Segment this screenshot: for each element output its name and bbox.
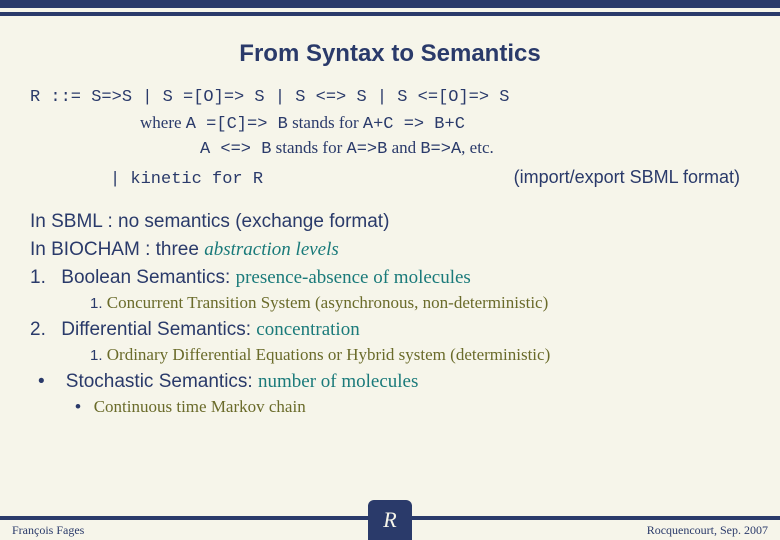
body2-emph: abstraction levels bbox=[204, 239, 339, 260]
where1-mid: stands for bbox=[292, 113, 359, 132]
slide-title: From Syntax to Semantics bbox=[30, 40, 750, 68]
where-line-1: where A =[C]=> B stands for A+C => B+C bbox=[140, 113, 750, 134]
where2-and: and bbox=[392, 138, 417, 157]
footer-author: François Fages bbox=[0, 520, 390, 540]
body2-a: In BIOCHAM : three bbox=[30, 239, 199, 260]
grammar-rule: R ::= S=>S | S =[O]=> S | S <=> S | S <=… bbox=[30, 88, 750, 107]
sub2-text: Ordinary Differential Equations or Hybri… bbox=[107, 345, 550, 364]
sub-1: 1. Concurrent Transition System (asynchr… bbox=[90, 293, 750, 313]
item-3: • Stochastic Semantics: number of molecu… bbox=[30, 371, 750, 393]
sub3-bullet: • bbox=[75, 397, 81, 416]
item2-b: concentration bbox=[256, 319, 359, 340]
body-line-2: In BIOCHAM : three abstraction levels bbox=[30, 239, 750, 261]
sub2-num: 1. bbox=[90, 347, 103, 364]
sub3-text: Continuous time Markov chain bbox=[94, 397, 306, 416]
kinetic-right: (import/export SBML format) bbox=[514, 167, 740, 188]
top-rule bbox=[0, 12, 780, 16]
footer: François Fages Rocquencourt, Sep. 2007 R bbox=[0, 516, 780, 540]
where2-mid: stands for bbox=[276, 138, 343, 157]
item2-num: 2. bbox=[30, 319, 56, 341]
where2-b2: B=>A bbox=[420, 140, 461, 159]
kinetic-row: | kinetic for R (import/export SBML form… bbox=[110, 167, 740, 189]
where1-rhs: A+C => B+C bbox=[363, 115, 465, 134]
item3-a: Stochastic Semantics: bbox=[66, 371, 253, 392]
where-line-2: A <=> B stands for A=>B and B=>A, etc. bbox=[200, 138, 750, 159]
item3-b: number of molecules bbox=[258, 371, 418, 392]
footer-logo: R bbox=[368, 500, 412, 540]
item1-a: Boolean Semantics: bbox=[61, 267, 230, 288]
sub1-text: Concurrent Transition System (asynchrono… bbox=[107, 293, 548, 312]
slide-content: From Syntax to Semantics R ::= S=>S | S … bbox=[0, 28, 780, 510]
sub1-num: 1. bbox=[90, 295, 103, 312]
item1-num: 1. bbox=[30, 267, 56, 289]
where1-lhs: A =[C]=> B bbox=[186, 115, 288, 134]
where2-tail: , etc. bbox=[461, 138, 494, 157]
item1-b: presence-absence of molecules bbox=[236, 267, 471, 288]
item-1: 1. Boolean Semantics: presence-absence o… bbox=[30, 267, 750, 289]
logo-letter: R bbox=[383, 507, 396, 533]
where2-b1: A=>B bbox=[347, 140, 388, 159]
sub-3: • Continuous time Markov chain bbox=[75, 397, 750, 417]
where2-lhs: A <=> B bbox=[200, 140, 271, 159]
item3-bullet: • bbox=[38, 371, 45, 392]
sub-2: 1. Ordinary Differential Equations or Hy… bbox=[90, 345, 750, 365]
body-block: In SBML : no semantics (exchange format)… bbox=[30, 211, 750, 417]
body-line-1: In SBML : no semantics (exchange format) bbox=[30, 211, 750, 233]
item2-a: Differential Semantics: bbox=[61, 319, 251, 340]
footer-date: Rocquencourt, Sep. 2007 bbox=[390, 520, 780, 540]
kinetic-left: | kinetic for R bbox=[110, 170, 263, 189]
item-2: 2. Differential Semantics: concentration bbox=[30, 319, 750, 341]
where-prefix: where bbox=[140, 113, 182, 132]
top-border bbox=[0, 0, 780, 8]
